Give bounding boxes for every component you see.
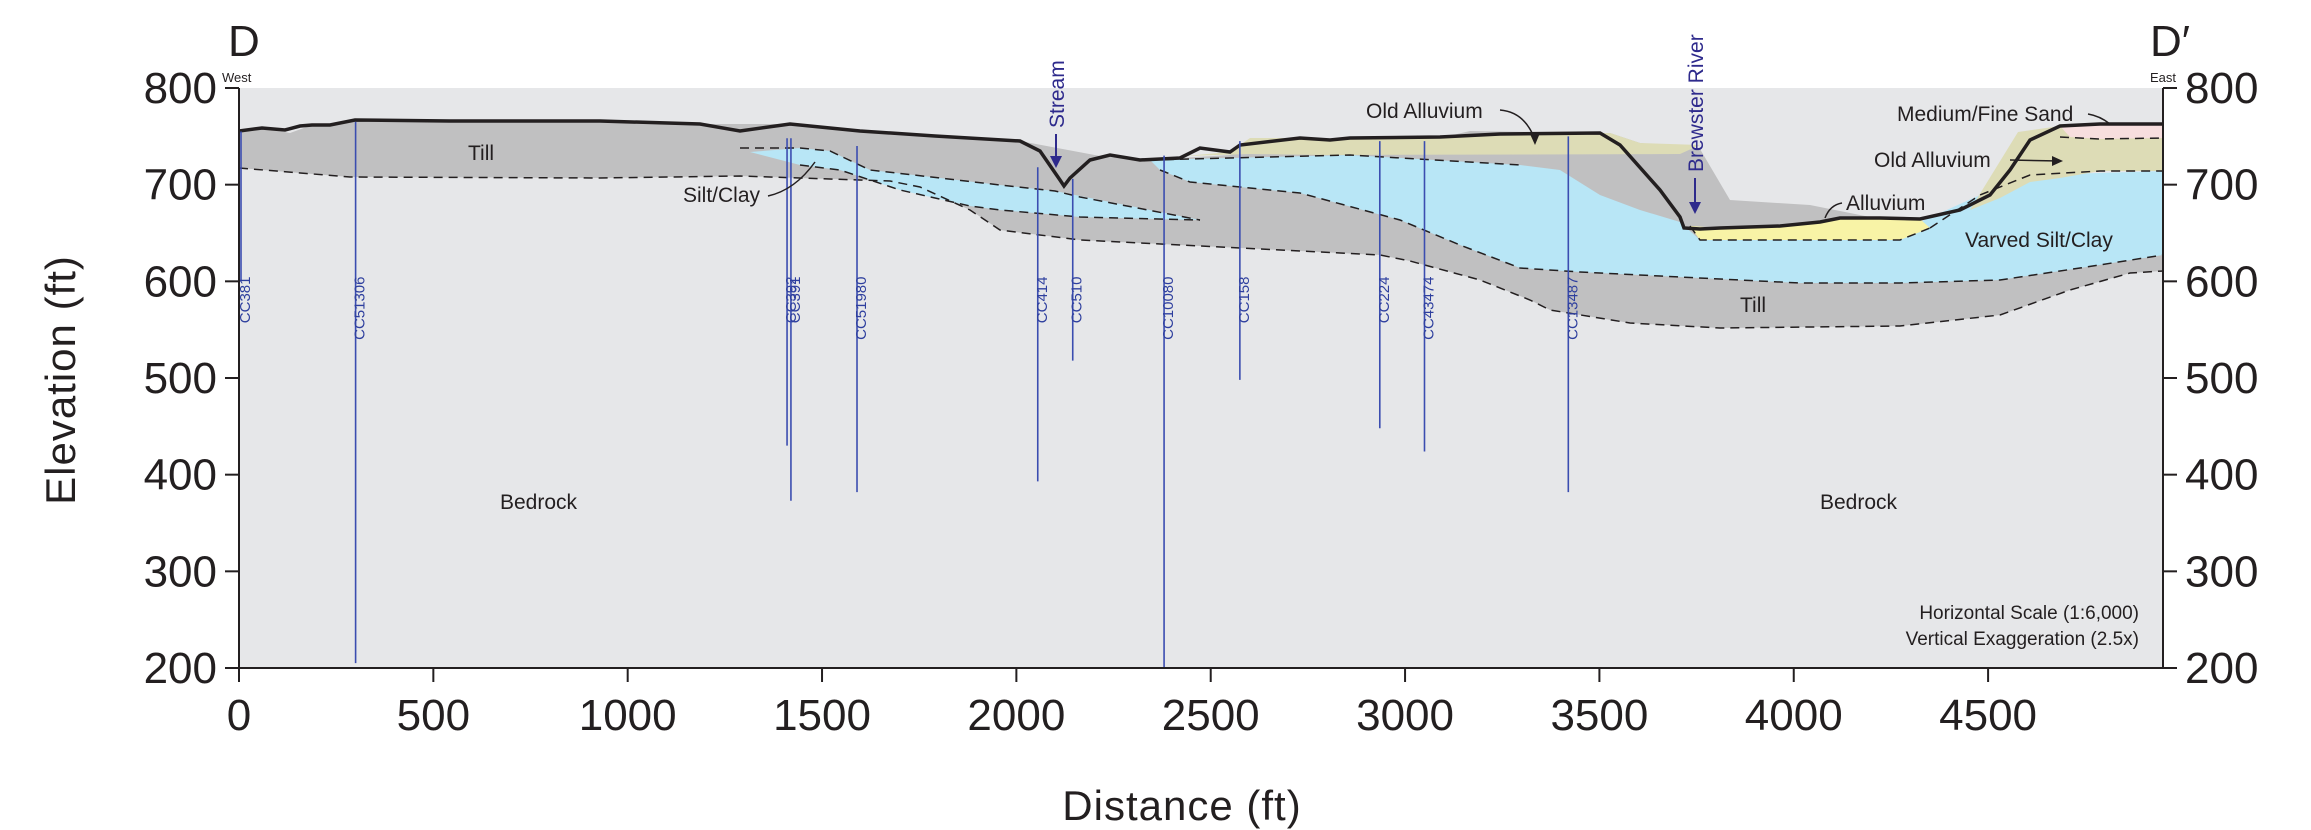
well-label: CC158 bbox=[1236, 277, 1253, 324]
old-alluvium-mid-arrowhead bbox=[1530, 133, 1540, 145]
y-tick-label-left: 400 bbox=[144, 451, 217, 500]
alluvium-unit bbox=[1690, 218, 1930, 240]
x-tick-label: 4000 bbox=[1745, 691, 1843, 740]
section-end-label: D′ bbox=[2150, 17, 2190, 66]
well-label: CC51306 bbox=[352, 277, 369, 340]
y-ticks-left: 800 700 600 500 400 300 200 bbox=[144, 64, 239, 693]
till-east-label: Till bbox=[1740, 294, 1766, 317]
silt-clay-label: Silt/Clay bbox=[683, 184, 761, 207]
well-label: CC414 bbox=[1034, 277, 1051, 324]
y-ticks-right: 800 700 600 500 400 300 200 bbox=[2163, 64, 2258, 693]
alluvium-leader bbox=[1824, 202, 1843, 219]
section-start-label: D bbox=[228, 17, 260, 66]
varved-silt-clay-unit bbox=[1150, 155, 2163, 283]
well-label: CC224 bbox=[1376, 277, 1393, 324]
old-alluvium-east-leader bbox=[2009, 159, 2061, 162]
river-label: Brewster River bbox=[1685, 34, 1708, 172]
x-tick-label: 1500 bbox=[773, 691, 871, 740]
y-tick-label-right: 500 bbox=[2185, 354, 2258, 403]
y-tick-label-left: 600 bbox=[144, 257, 217, 306]
well-label: CC381 bbox=[237, 277, 254, 324]
x-tick-label: 0 bbox=[227, 691, 251, 740]
old-alluvium-east bbox=[1970, 126, 2163, 210]
x-axis-title: Distance (ft) bbox=[1062, 782, 1301, 829]
contact-lines bbox=[239, 136, 2163, 329]
x-tick-label: 500 bbox=[397, 691, 470, 740]
till-west-label: Till bbox=[468, 142, 494, 165]
x-tick-label: 2000 bbox=[967, 691, 1065, 740]
alluvium-label: Alluvium bbox=[1846, 192, 1925, 215]
end-direction-label: East bbox=[2150, 70, 2176, 85]
medium-fine-sand-unit bbox=[2060, 124, 2163, 139]
y-tick-label-left: 800 bbox=[144, 64, 217, 113]
x-tick-label: 3000 bbox=[1356, 691, 1454, 740]
well-label: CC13487 bbox=[1564, 277, 1581, 340]
horizontal-scale-note: Horizontal Scale (1:6,000) bbox=[1919, 603, 2139, 624]
y-tick-label-right: 600 bbox=[2185, 257, 2258, 306]
bedrock-surface-fill bbox=[239, 168, 2163, 668]
x-tick-label: 3500 bbox=[1550, 691, 1648, 740]
medium-fine-sand-leader bbox=[2087, 113, 2111, 125]
y-tick-label-left: 200 bbox=[144, 644, 217, 693]
y-tick-label-right: 700 bbox=[2185, 161, 2258, 210]
vertical-exaggeration-note: Vertical Exaggeration (2.5x) bbox=[1906, 629, 2139, 650]
y-axis-title: Elevation (ft) bbox=[37, 255, 84, 505]
old-alluvium-east-arrowhead bbox=[2052, 156, 2063, 166]
stream-arrow-icon bbox=[1050, 156, 1062, 168]
varved-silt-clay-label: Varved Silt/Clay bbox=[1965, 229, 2113, 252]
start-direction-label: West bbox=[222, 70, 252, 85]
ground-surface-line bbox=[239, 118, 2163, 231]
y-tick-label-right: 200 bbox=[2185, 644, 2258, 693]
geologic-units bbox=[239, 88, 2163, 668]
y-tick-label-right: 400 bbox=[2185, 451, 2258, 500]
well-label: CC51980 bbox=[853, 277, 870, 340]
stream-label: Stream bbox=[1046, 60, 1069, 128]
old-alluvium-mid bbox=[1185, 133, 1700, 156]
x-ticks: 0 500 1000 1500 2000 2500 3000 3500 4000 4500 bbox=[227, 668, 2037, 740]
old-alluvium-mid-label: Old Alluvium bbox=[1366, 100, 1483, 123]
x-tick-label: 2500 bbox=[1162, 691, 1260, 740]
silt-clay-leader bbox=[767, 161, 816, 197]
y-tick-label-left: 300 bbox=[144, 547, 217, 596]
well-label: CC391 bbox=[787, 277, 804, 324]
medium-fine-sand-label: Medium/Fine Sand bbox=[1897, 103, 2073, 126]
silt-clay-unit bbox=[750, 148, 1200, 220]
well-label: CC510 bbox=[1069, 277, 1086, 324]
x-tick-label: 4500 bbox=[1939, 691, 2037, 740]
river-arrow-icon bbox=[1689, 202, 1701, 214]
well-label: CC10080 bbox=[1160, 277, 1177, 340]
wells-layer: CC381CC51306CC392CC391CC51980CC414CC510C… bbox=[237, 121, 1581, 668]
bedrock-east-label: Bedrock bbox=[1820, 491, 1898, 514]
y-tick-label-right: 300 bbox=[2185, 547, 2258, 596]
y-tick-label-right: 800 bbox=[2185, 64, 2258, 113]
old-alluvium-east-label: Old Alluvium bbox=[1874, 149, 1991, 172]
y-tick-label-left: 500 bbox=[144, 354, 217, 403]
y-tick-label-left: 700 bbox=[144, 161, 217, 210]
x-tick-label: 1000 bbox=[579, 691, 677, 740]
well-label: CC43474 bbox=[1420, 277, 1437, 340]
bedrock-west-label: Bedrock bbox=[500, 491, 578, 514]
